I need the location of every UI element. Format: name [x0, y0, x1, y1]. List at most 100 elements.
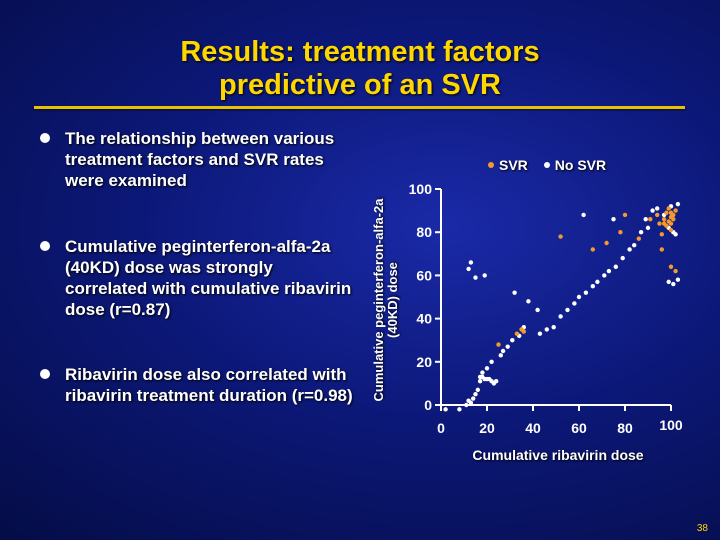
- svr-point: [496, 342, 501, 347]
- x-tick-label: 0: [437, 420, 445, 436]
- bullet-item: Ribavirin dose also correlated with riba…: [40, 364, 357, 406]
- no-svr-point: [466, 398, 471, 403]
- no-svr-point: [590, 284, 595, 289]
- no-svr-point: [512, 290, 517, 295]
- no-svr-point: [650, 208, 655, 213]
- svr-point: [664, 210, 669, 215]
- no-svr-point: [475, 387, 480, 393]
- bullet-text: The relationship between various treatme…: [65, 129, 335, 190]
- x-axis-label: Cumulative ribavirin dose: [472, 447, 644, 463]
- x-tick-label: 20: [479, 420, 495, 436]
- no-svr-point: [473, 275, 478, 280]
- svr-point: [622, 212, 628, 218]
- no-svr-point: [480, 370, 485, 375]
- no-svr-point: [471, 396, 476, 401]
- no-svr-point: [558, 314, 563, 319]
- no-svr-point: [537, 331, 543, 336]
- legend-item-no-svr: No SVR: [543, 157, 606, 173]
- no-svr-point: [666, 279, 671, 285]
- no-svr-point: [510, 338, 515, 343]
- no-svr-point: [464, 402, 469, 408]
- x-tick-label: 40: [525, 420, 541, 436]
- svr-point: [659, 247, 664, 252]
- no-svr-point: [613, 264, 618, 269]
- no-svr-point: [544, 327, 549, 332]
- page-number: 38: [696, 523, 708, 534]
- no-svr-point: [535, 307, 540, 313]
- no-svr-point: [494, 379, 499, 384]
- y-tick-label: 80: [416, 224, 432, 240]
- svr-point: [666, 219, 671, 224]
- no-svr-point: [606, 268, 612, 274]
- no-svr-point: [632, 242, 637, 248]
- no-svr-point: [602, 273, 607, 278]
- no-svr-point: [489, 359, 494, 364]
- y-tick-label: 60: [416, 267, 432, 283]
- no-svr-point: [482, 273, 487, 278]
- svr-marker-icon: [488, 162, 494, 168]
- slide-title: Results: treatment factors predictive of…: [0, 36, 720, 102]
- no-svr-point: [671, 281, 676, 287]
- slide-title-line-2: predictive of an SVR: [218, 69, 501, 101]
- svr-point: [668, 227, 674, 233]
- svr-point: [604, 240, 609, 246]
- no-svr-point: [466, 266, 471, 272]
- no-svr-point: [457, 407, 462, 412]
- svr-point: [668, 210, 674, 215]
- legend-label-svr: SVR: [499, 157, 528, 173]
- no-svr-point: [675, 277, 681, 282]
- chart-legend: SVR No SVR: [488, 157, 606, 173]
- no-svr-point: [572, 301, 577, 306]
- y-tick-label: 100: [409, 181, 433, 197]
- no-svr-point: [551, 325, 556, 330]
- svr-point: [666, 206, 671, 211]
- x-tick-label: 100: [659, 417, 683, 433]
- svr-point: [673, 268, 678, 274]
- x-tick-label: 60: [571, 420, 587, 436]
- no-svr-point: [484, 366, 490, 371]
- svr-point: [521, 329, 526, 334]
- no-svr-point: [673, 232, 678, 237]
- no-svr-point: [595, 279, 600, 285]
- bullet-dot-icon: [40, 133, 50, 143]
- y-tick-label: 20: [416, 354, 432, 370]
- no-svr-marker-icon: [543, 162, 550, 168]
- no-svr-point: [581, 212, 586, 218]
- svr-point: [636, 236, 641, 241]
- svr-point: [618, 230, 623, 235]
- svr-point: [558, 234, 563, 239]
- svr-point: [673, 208, 678, 213]
- no-svr-point: [620, 255, 625, 261]
- no-svr-point: [468, 260, 474, 265]
- bullet-text: Cumulative peginterferon-alfa-2a (40KD) …: [65, 237, 352, 319]
- svr-point: [668, 264, 674, 269]
- legend-item-svr: SVR: [488, 157, 528, 173]
- bullet-dot-icon: [40, 369, 50, 379]
- no-svr-point: [638, 230, 644, 235]
- no-svr-point: [498, 353, 503, 358]
- no-svr-point: [645, 225, 651, 231]
- no-svr-point: [500, 348, 506, 354]
- no-svr-point: [643, 217, 648, 222]
- no-svr-point: [526, 299, 531, 304]
- no-svr-point: [477, 379, 483, 384]
- bullet-item: Cumulative peginterferon-alfa-2a (40KD) …: [40, 236, 357, 320]
- no-svr-point: [473, 392, 478, 397]
- svr-point: [655, 212, 660, 218]
- no-svr-point: [565, 307, 570, 313]
- no-svr-point: [505, 344, 510, 349]
- y-tick-label: 40: [416, 311, 432, 327]
- svr-point: [661, 217, 667, 222]
- no-svr-point: [611, 217, 616, 222]
- svr-point: [590, 247, 595, 252]
- svr-point: [514, 331, 520, 336]
- svr-point: [648, 217, 653, 222]
- no-svr-point: [627, 247, 632, 252]
- no-svr-point: [675, 201, 681, 207]
- svr-point: [659, 232, 664, 237]
- y-tick-label: 0: [424, 397, 432, 413]
- svr-point: [657, 221, 662, 226]
- bullet-text: Ribavirin dose also correlated with riba…: [65, 365, 353, 405]
- no-svr-point: [576, 294, 582, 300]
